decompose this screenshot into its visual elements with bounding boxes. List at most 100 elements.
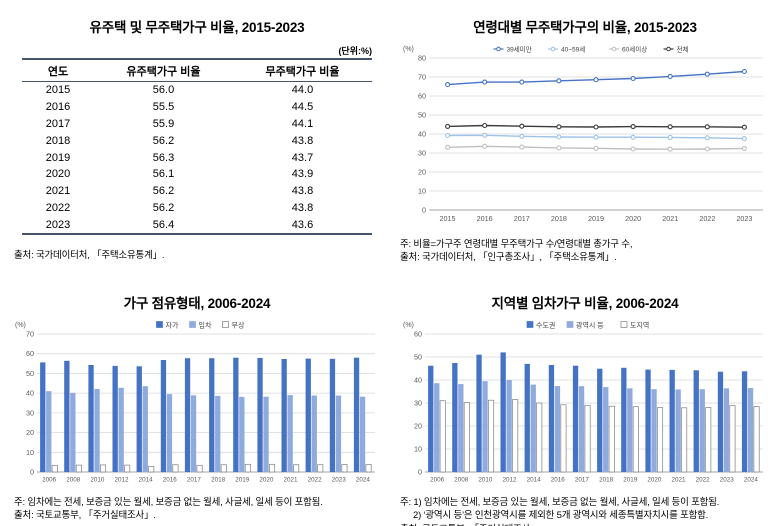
legend-item: 광역시 등 — [566, 320, 604, 329]
bar-series-도지역 — [439, 399, 760, 473]
chart-text: (%) — [403, 46, 414, 53]
bar-series-광역시 등 — [434, 380, 754, 472]
table-row: 2015 56.0 44.0 — [22, 82, 372, 99]
chart-text: 2021 — [283, 477, 298, 484]
table-row: 2021 56.2 43.8 — [22, 183, 372, 200]
table-cell: 56.1 — [152, 168, 175, 181]
chart-text: 2006 — [42, 477, 57, 484]
chart-text: 2021 — [671, 477, 686, 484]
chart-text: 0 — [30, 468, 34, 477]
chart-text: 50 — [418, 111, 426, 120]
chart-text: 60세이상 — [622, 44, 647, 53]
chart-text: 39세미만 — [507, 44, 532, 53]
chart-text: 2016 — [477, 214, 493, 223]
table-cell: 56.2 — [152, 185, 175, 198]
chart-text: 2020 — [625, 214, 641, 223]
chart-text: 2008 — [454, 477, 469, 484]
table-body: 2015 56.0 44.0 2016 55.5 44.5 2017 55.9 44.1 2018… — [22, 82, 372, 236]
chart-text: 2023 — [736, 214, 752, 223]
chart-text: 70 — [26, 330, 34, 339]
chart-text: 2015 — [440, 214, 456, 223]
age-chart-note: 주: 비율=가구주 연령대별 무주택가구 수/연령대별 총가구 수, — [400, 239, 633, 250]
chart-text: 무상 — [232, 320, 245, 329]
bar-series-임차 — [46, 386, 366, 472]
column-header: 유주택가구 비율 — [94, 58, 233, 82]
legend-item: 수도권 — [526, 321, 555, 329]
table-cell: 2019 — [45, 151, 71, 164]
line-series-60세이상 — [445, 143, 747, 152]
chart-text: 60 — [418, 92, 426, 101]
legend-item: 임차 — [189, 320, 212, 329]
chart-text: 40 — [414, 376, 422, 385]
table-cell: 2021 — [45, 185, 71, 198]
chart-text: 2021 — [662, 214, 678, 223]
chart-text: (%) — [403, 322, 414, 329]
legend-item: 무상 — [222, 320, 245, 329]
table-row: 2023 56.4 43.6 — [22, 216, 372, 236]
chart-text: 2010 — [478, 477, 493, 484]
chart-text: 2022 — [696, 477, 711, 484]
chart-text: 2019 — [235, 477, 250, 484]
region-chart-note-2: 2) ‘광역시 등’은 인천광역시를 제외한 5개 광역시와 세종특별자치시를 … — [413, 510, 709, 522]
table-cell: 2017 — [45, 117, 71, 130]
chart-text: 2023 — [332, 477, 347, 484]
legend-item: 전체 — [663, 44, 689, 53]
age-chart-source: 출처: 국가데이터처, 「인구총조사」, 「주택소유통계」. — [400, 252, 617, 264]
notes: 출처: 국가데이터처, 「주택소유통계」. — [10, 249, 384, 262]
table-row: 2019 56.3 43.7 — [22, 149, 372, 166]
table-row: 2022 56.2 43.8 — [22, 199, 372, 216]
notes: 주: 비율=가구주 연령대별 무주택가구 수/연령대별 총가구 수, 출처: 국… — [396, 238, 774, 265]
bar-series-수도권 — [428, 352, 748, 472]
chart-text: 20 — [414, 422, 422, 431]
chart-text: 40~59세 — [561, 44, 585, 53]
chart-text: 2018 — [211, 477, 226, 484]
chart-text: 30 — [26, 408, 34, 417]
age-chart-title: 연령대별 무주택가구의 비율, 2015-2023 — [473, 20, 697, 35]
chart-text: 2010 — [90, 477, 105, 484]
tenure-chart-title: 가구 점유형태, 2006-2024 — [123, 296, 271, 311]
column-header: 무주택가구 비율 — [233, 58, 372, 82]
bar-series-무상 — [51, 463, 372, 473]
tenure-chart-note: 주: 임차에는 전세, 보증금 있는 월세, 보증금 없는 월세, 사글세, 일… — [14, 497, 323, 508]
chart-text: 2018 — [551, 214, 567, 223]
chart-text: 80 — [418, 54, 426, 63]
legend-item: 도지역 — [620, 320, 649, 329]
chart-text: 2016 — [551, 477, 566, 484]
chart-text: 0 — [418, 468, 422, 477]
table-cell: 56.4 — [94, 216, 233, 236]
table-cell: 43.6 — [233, 216, 372, 236]
chart-text: 30 — [414, 399, 422, 408]
chart-text: 2012 — [114, 477, 129, 484]
chart-text: 2023 — [720, 477, 735, 484]
table-cell: 2020 — [45, 168, 71, 181]
table-cell: 56.2 — [152, 134, 175, 147]
table-header-row: 연도 유주택가구 비율 무주택가구 비율 — [22, 58, 372, 82]
table-cell: 43.9 — [291, 168, 314, 181]
table-cell: 56.3 — [152, 151, 175, 164]
chart-text: 10 — [26, 448, 34, 457]
chart-text: 2017 — [575, 477, 590, 484]
table-cell: 56.0 — [152, 84, 175, 97]
table-row: 2017 55.9 44.1 — [22, 116, 372, 133]
chart-text: 60 — [414, 330, 422, 339]
table-cell: 43.8 — [291, 134, 314, 147]
table-cell: 44.5 — [291, 101, 314, 114]
bar-series-자가 — [40, 357, 360, 472]
notes: 주: 임차에는 전세, 보증금 있는 월세, 보증금 없는 월세, 사글세, 일… — [10, 496, 384, 523]
ownership-table-title: 유주택 및 무주택가구 비율, 2015-2023 — [89, 20, 305, 35]
chart-text: 수도권 — [536, 321, 555, 329]
chart-text: 60 — [26, 349, 34, 358]
table-row: 2018 56.2 43.8 — [22, 132, 372, 149]
chart-text: 2019 — [588, 214, 604, 223]
table-cell: 55.5 — [152, 101, 175, 114]
table-cell: 55.9 — [152, 117, 175, 130]
line-series-전체 — [445, 122, 747, 130]
chart-text: 10 — [418, 187, 426, 196]
panel-tenure-chart: 가구 점유형태, 2006-2024 0 10 20 30 40 50 60 70 (%) 200… — [4, 280, 390, 526]
chart-text: 2022 — [699, 214, 715, 223]
ownership-table: 연도 유주택가구 비율 무주택가구 비율 2015 56.0 44.0 2016 55.5 4… — [22, 58, 372, 236]
chart-text: 전체 — [677, 44, 689, 53]
age-line-chart: 0 10 20 30 40 50 60 70 80 (%) 2015 2016 2017 2018 2019… — [403, 44, 763, 223]
tenure-chart-source: 출처: 국토교통부, 「주거실태조사」. — [14, 510, 156, 522]
